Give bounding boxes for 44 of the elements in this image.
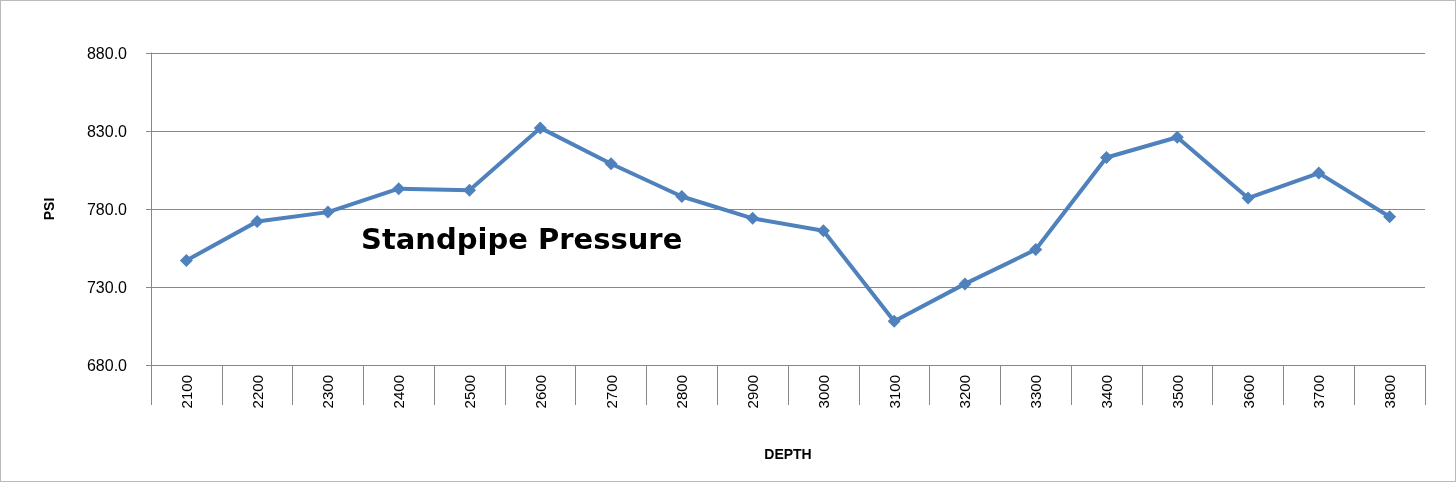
point (533, 121, 547, 135)
point (1029, 243, 1043, 257)
x-axis-title: DEPTH (764, 446, 812, 462)
y-tick-label: 680.0 (86, 356, 128, 374)
point (816, 224, 830, 238)
y-tick-label: 730.0 (86, 278, 128, 296)
x-tick-label: 3100 (885, 375, 903, 409)
x-tick-label: 2100 (177, 375, 195, 409)
x-tick-label: 3700 (1310, 375, 1328, 409)
x-tick-label: 2200 (248, 375, 266, 409)
y-axis-title: PSI (41, 197, 57, 221)
x-tick-label: 2400 (390, 375, 408, 409)
y-tick-label: 830.0 (86, 122, 128, 140)
y-tick-label: 880.0 (86, 44, 128, 62)
x-tick-label: 2600 (531, 375, 549, 409)
point (887, 314, 901, 328)
point (604, 157, 618, 171)
x-tick-label: 3800 (1381, 375, 1399, 409)
point (675, 190, 689, 204)
x-tick-label: 3300 (1027, 375, 1045, 409)
point (392, 182, 406, 196)
x-tick-label: 2500 (461, 375, 478, 409)
x-tick-label: 3200 (956, 375, 974, 409)
point (746, 211, 760, 225)
point (1241, 191, 1255, 205)
x-tick-label: 2300 (319, 375, 337, 409)
text: Standpipe Pressure (361, 221, 683, 256)
x-tick-label: 2800 (673, 375, 691, 409)
x-tick-label: 3000 (814, 375, 832, 409)
x-tick-label: 2700 (602, 375, 620, 409)
x-tick-label: 2900 (744, 375, 762, 409)
point (1383, 210, 1397, 224)
point (250, 214, 264, 228)
point (1100, 151, 1113, 165)
point (179, 253, 193, 267)
point (1312, 166, 1326, 180)
point (1170, 130, 1184, 144)
y-tick-label: 780.0 (86, 200, 128, 218)
point (321, 205, 335, 219)
point (463, 183, 476, 197)
x-tick-label: 3500 (1168, 375, 1186, 409)
x-tick-label: 3400 (1098, 375, 1115, 409)
x-tick-label: 3600 (1239, 375, 1257, 409)
point (958, 277, 972, 291)
